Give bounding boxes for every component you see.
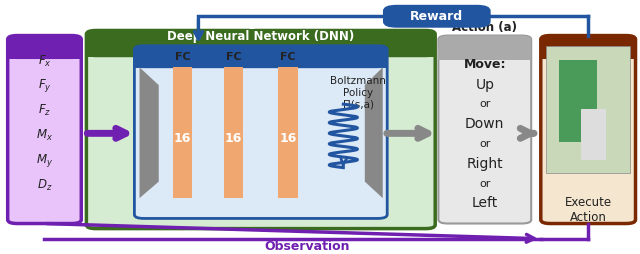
FancyBboxPatch shape [438,36,531,224]
Bar [8,46,81,59]
Text: Environment: Environment [546,16,630,29]
Text: FC: FC [226,52,241,62]
Text: FC: FC [280,52,296,62]
FancyBboxPatch shape [438,36,531,60]
Text: $M_y$: $M_y$ [36,152,53,169]
Text: Boltzmann
Policy
Π(s,a): Boltzmann Policy Π(s,a) [330,76,387,109]
Text: $F_x$: $F_x$ [38,53,51,69]
FancyBboxPatch shape [86,30,435,57]
Text: $F_z$: $F_z$ [38,103,51,118]
Text: Reward: Reward [410,10,463,23]
Text: 16: 16 [279,132,297,145]
FancyBboxPatch shape [541,36,636,224]
Text: $F_y$: $F_y$ [38,77,51,94]
FancyBboxPatch shape [8,36,81,59]
Text: Right: Right [467,157,503,171]
Text: Observation: Observation [264,240,350,253]
FancyBboxPatch shape [8,36,81,224]
Bar [546,46,630,173]
FancyBboxPatch shape [541,36,636,59]
Text: Execute
Action: Execute Action [564,196,612,224]
Text: $D_z$: $D_z$ [36,178,52,193]
Text: 16: 16 [225,132,243,145]
Text: Up: Up [476,77,494,92]
Polygon shape [365,67,383,198]
FancyBboxPatch shape [384,6,490,27]
FancyBboxPatch shape [86,30,435,229]
Bar [173,67,192,198]
Text: FC: FC [175,52,190,62]
Bar [438,46,531,60]
Polygon shape [140,67,159,198]
Text: State (s₁): State (s₁) [15,22,74,32]
Bar [581,109,607,160]
Bar [224,67,243,198]
Text: or: or [479,179,490,189]
Bar [134,56,387,68]
Text: or: or [479,99,490,109]
Text: Left: Left [472,196,498,211]
Bar [278,67,298,198]
Text: Action (a): Action (a) [452,21,517,34]
Text: Agent: Agent [238,14,284,29]
Text: Down: Down [465,117,504,131]
Text: or: or [479,139,490,149]
Bar [541,46,636,59]
Bar [559,60,596,142]
FancyBboxPatch shape [134,46,387,68]
Text: 16: 16 [173,132,191,145]
Text: Deep Neural Network (DNN): Deep Neural Network (DNN) [168,30,355,43]
Bar [86,42,435,57]
Text: $M_x$: $M_x$ [36,128,53,143]
FancyBboxPatch shape [134,46,387,218]
Text: Move:: Move: [463,58,506,71]
